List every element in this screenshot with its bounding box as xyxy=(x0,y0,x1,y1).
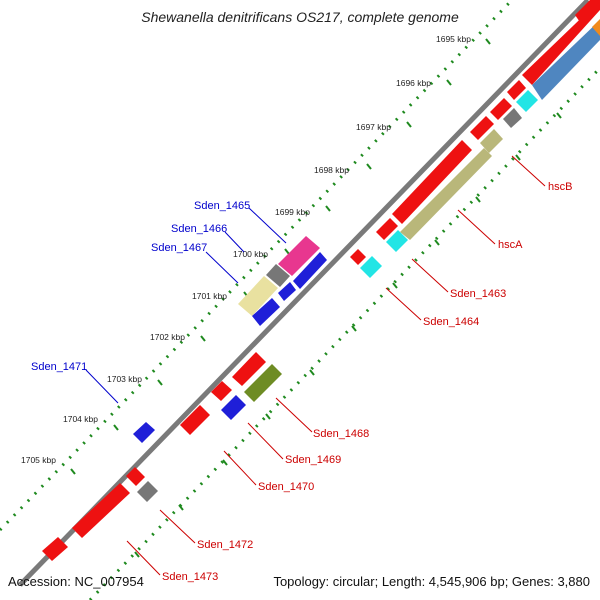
leader-hscb xyxy=(511,155,546,187)
genome-summary-text: Topology: circular; Length: 4,545,906 bp… xyxy=(273,574,590,589)
tick-label: 1705 kbp xyxy=(21,455,56,465)
gene-feature-hscb[interactable] xyxy=(392,140,472,224)
tick-label: 1702 kbp xyxy=(150,332,185,342)
gene-label-sden-1464[interactable]: Sden_1464 xyxy=(423,316,479,328)
gene-feature-sden-1473[interactable] xyxy=(72,483,130,538)
gene-feature-red-low-1[interactable] xyxy=(126,467,145,486)
gene-feature-red-top-5[interactable] xyxy=(470,116,494,140)
gene-feature-orange[interactable] xyxy=(592,19,600,36)
gene-label-sden-1463[interactable]: Sden_1463 xyxy=(450,288,506,300)
gene-feature-sden-1464[interactable] xyxy=(350,249,366,265)
tick-label: 1704 kbp xyxy=(63,414,98,424)
gene-feature-hsca[interactable] xyxy=(400,148,492,240)
gene-label-sden-1472[interactable]: Sden_1472 xyxy=(197,539,253,551)
tick-label: 1700 kbp xyxy=(233,249,268,259)
outer-tick-marks xyxy=(70,38,491,475)
leader-sden-1472 xyxy=(159,509,196,544)
tick-label: 1698 kbp xyxy=(314,165,349,175)
leader-sden-1471 xyxy=(85,369,119,404)
tick-label: 1696 kbp xyxy=(396,78,431,88)
gene-feature-red-top-3[interactable] xyxy=(507,80,526,100)
gene-feature-sden-1469[interactable] xyxy=(221,395,246,420)
gene-feature-grey-top[interactable] xyxy=(503,108,522,128)
leader-sden-1468 xyxy=(275,397,313,433)
gene-feature-sden-1467[interactable] xyxy=(238,276,278,316)
tick-label: 1703 kbp xyxy=(107,374,142,384)
leader-sden-1469 xyxy=(247,422,284,460)
gene-feature-blue-1[interactable] xyxy=(293,252,327,289)
gene-label-sden-1471[interactable]: Sden_1471 xyxy=(31,361,87,373)
leader-sden-1465 xyxy=(248,207,287,244)
gene-label-hsca[interactable]: hscA xyxy=(498,239,523,251)
gene-feature-steelblue[interactable] xyxy=(532,20,600,100)
gene-feature-sden-1471[interactable] xyxy=(133,422,155,443)
gene-feature-sden-1470[interactable] xyxy=(180,405,210,435)
tick-label: 1695 kbp xyxy=(436,34,471,44)
gene-feature-cyan-top[interactable] xyxy=(516,90,538,112)
gene-label-sden-1468[interactable]: Sden_1468 xyxy=(313,428,369,440)
tick-label: 1699 kbp xyxy=(275,207,310,217)
gene-feature-sden-1468[interactable] xyxy=(244,364,282,402)
leader-hsca xyxy=(457,209,496,245)
accession-text: Accession: NC_007954 xyxy=(8,574,144,589)
gene-label-sden-1470[interactable]: Sden_1470 xyxy=(258,481,314,493)
gene-feature-red-top-2[interactable] xyxy=(522,0,600,85)
gene-feature-sden-1472[interactable] xyxy=(137,481,158,502)
gene-label-sden-1473[interactable]: Sden_1473 xyxy=(162,571,218,583)
gene-feature-red-mid-2[interactable] xyxy=(211,381,232,401)
leader-sden-1470 xyxy=(223,450,257,486)
gene-label-sden-1465[interactable]: Sden_1465 xyxy=(194,200,250,212)
leader-sden-1473 xyxy=(126,540,161,576)
gene-feature-cyan-mid[interactable] xyxy=(386,230,408,252)
leader-sden-1467 xyxy=(205,251,239,284)
gene-feature-red-mid-1[interactable] xyxy=(232,352,266,386)
gene-feature-olive-top[interactable] xyxy=(480,129,503,153)
gene-feature-red-low-2[interactable] xyxy=(42,537,68,561)
leader-sden-1466 xyxy=(224,231,245,253)
gene-label-sden-1469[interactable]: Sden_1469 xyxy=(285,454,341,466)
outer-dotted-track xyxy=(0,0,514,532)
tick-label: 1697 kbp xyxy=(356,122,391,132)
gene-feature-sden-1466[interactable] xyxy=(266,264,290,287)
gene-feature-cyan-low[interactable] xyxy=(360,256,382,278)
map-title: Shewanella denitrificans OS217, complete… xyxy=(141,9,459,25)
gene-feature-sden-1465[interactable] xyxy=(278,236,320,276)
tick-label: 1701 kbp xyxy=(192,291,227,301)
gene-feature-sden-1463[interactable] xyxy=(376,218,398,240)
gene-label-sden-1466[interactable]: Sden_1466 xyxy=(171,223,227,235)
leader-sden-1464 xyxy=(385,287,422,321)
gene-label-sden-1467[interactable]: Sden_1467 xyxy=(151,242,207,254)
gene-feature-red-top-4[interactable] xyxy=(490,98,512,120)
genome-backbone xyxy=(18,0,590,587)
leader-sden-1463 xyxy=(411,258,449,293)
gene-feature-blue-3[interactable] xyxy=(252,298,280,326)
inner-tick-marks xyxy=(134,112,562,558)
gene-label-hscb[interactable]: hscB xyxy=(548,181,572,193)
gene-feature-blue-2[interactable] xyxy=(278,282,296,301)
